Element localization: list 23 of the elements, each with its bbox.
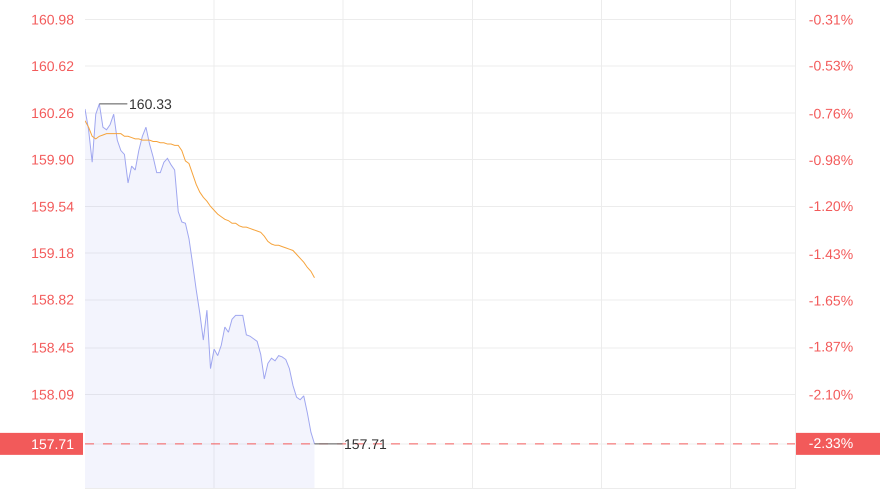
- y-tick-label: 159.54: [31, 198, 74, 214]
- y-tick-label: 158.45: [31, 340, 74, 356]
- data-label: 160.33: [129, 96, 172, 112]
- y2-tick-label: -1.87%: [808, 338, 854, 354]
- y-tick-label: 160.26: [31, 104, 74, 121]
- y-tick-label: 160.62: [31, 58, 74, 74]
- y-tick-label: 158.09: [31, 386, 74, 402]
- y2-tick-label: -2.33%: [808, 434, 854, 451]
- y2-tick-label: -1.65%: [808, 292, 854, 308]
- y-tick-label: 159.18: [31, 244, 74, 261]
- y2-tick-label: -0.53%: [808, 58, 854, 74]
- y2-tick-label: -0.98%: [808, 152, 854, 168]
- y-tick-label: 158.82: [31, 292, 74, 308]
- y-tick-label: 157.71: [31, 436, 74, 452]
- y2-tick-label: -0.31%: [808, 11, 854, 28]
- y2-tick-label: -1.43%: [808, 246, 854, 262]
- y2-tick-label: -1.20%: [808, 198, 854, 214]
- data-label: 157.71: [344, 436, 388, 452]
- line-series: [85, 120, 315, 278]
- y2-tick-label: -2.10%: [808, 386, 854, 403]
- y-tick-label: 159.90: [31, 152, 74, 168]
- y2-tick-label: -0.76%: [808, 106, 854, 122]
- y-tick-label: 160.98: [31, 11, 74, 28]
